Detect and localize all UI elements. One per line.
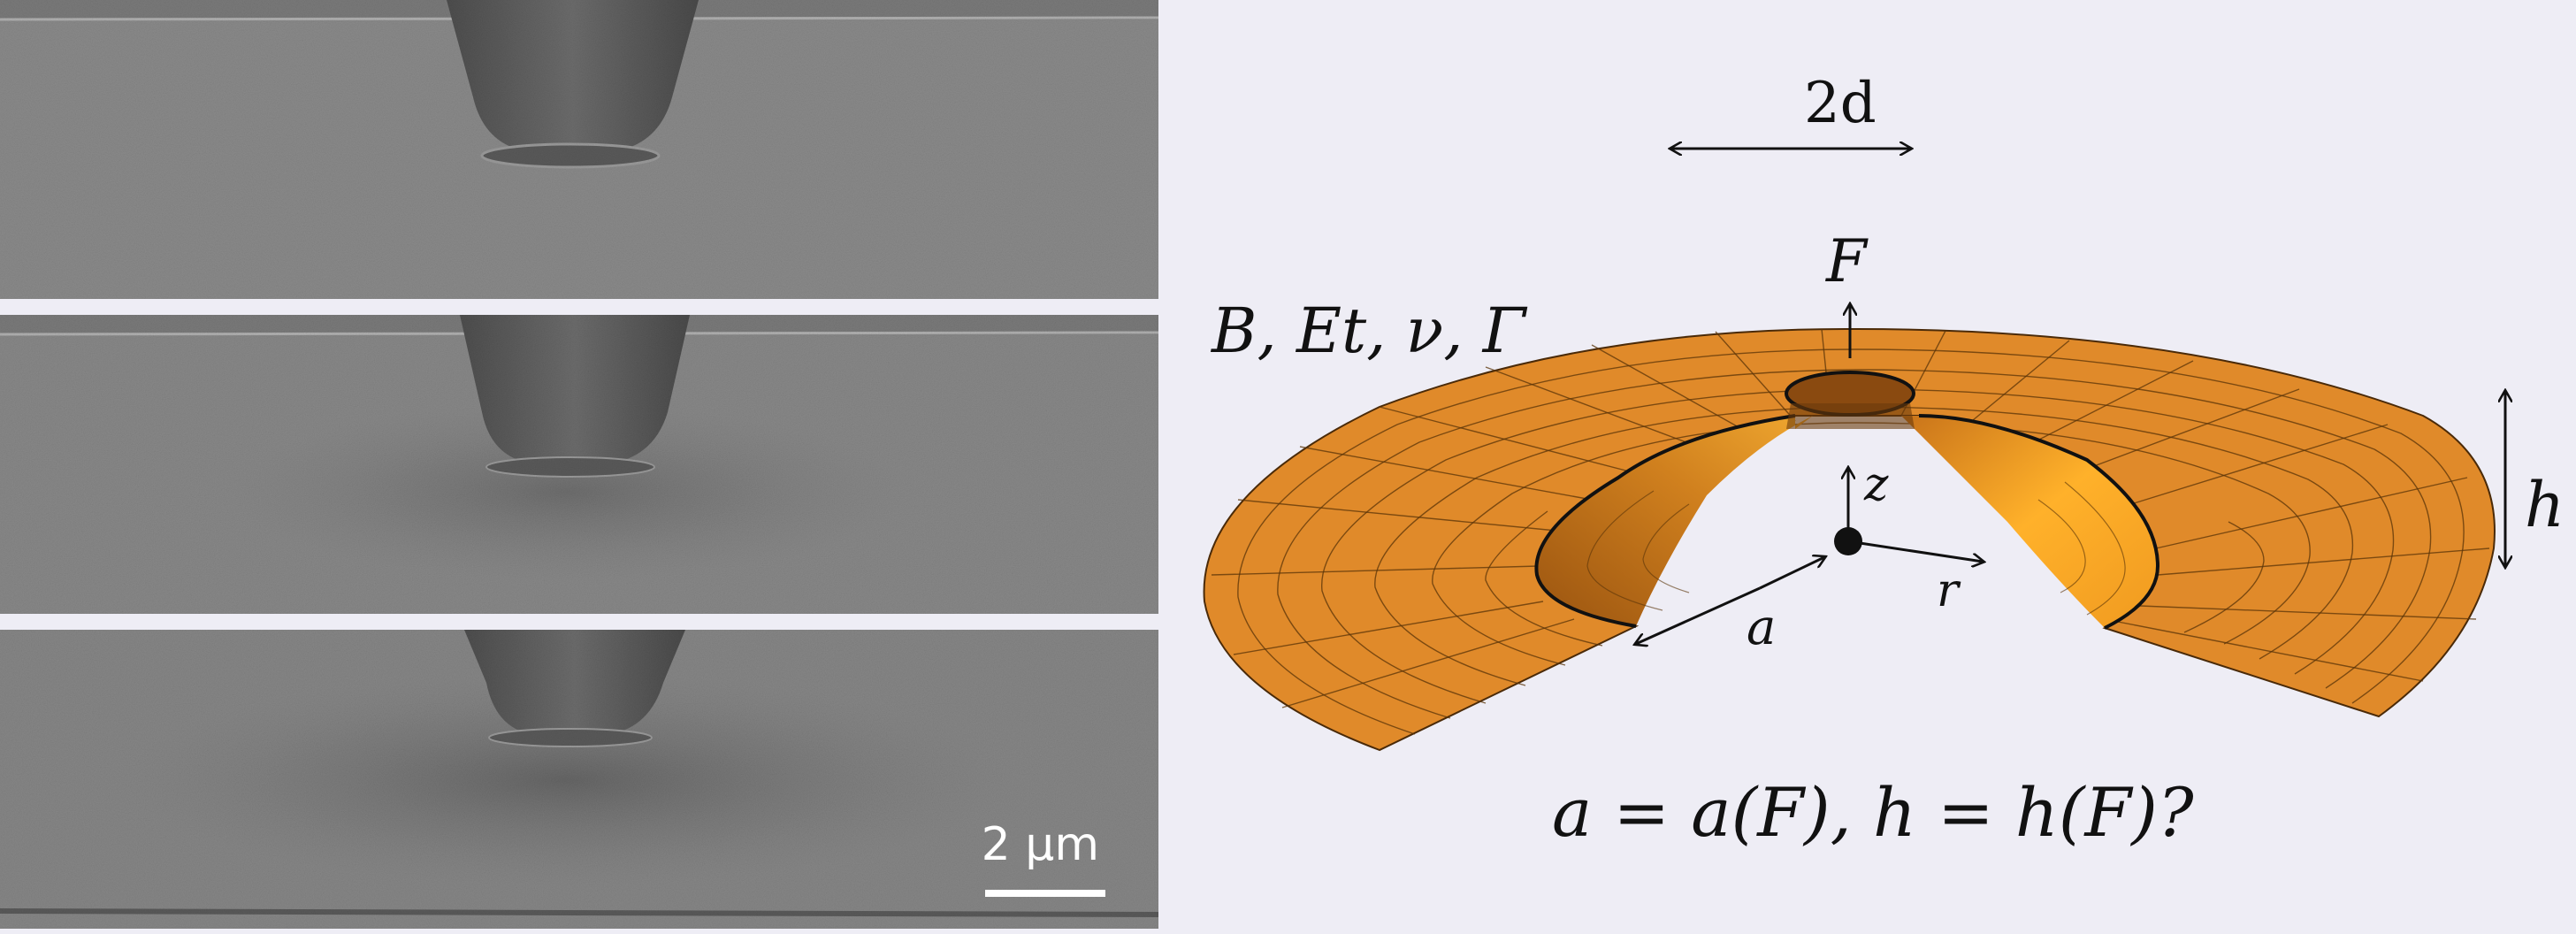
sem-image-middle: [0, 315, 1158, 614]
scale-bar: [985, 890, 1105, 897]
a-label: a: [1747, 599, 1776, 656]
indentation-schematic: F 2d B, Et, ν, Γ h z r a a = a(F), h = h…: [1203, 71, 2565, 852]
a-radius-arrow: [1636, 586, 1761, 644]
scale-bar-label: 2 µm: [981, 818, 1099, 871]
force-label: F: [1825, 227, 1869, 295]
r-label: r: [1937, 564, 1961, 617]
sem-image-top: [0, 0, 1158, 299]
cone-left-surface: [1536, 416, 1813, 626]
z-label: z: [1863, 458, 1889, 511]
params-label: B, Et, ν, Γ: [1210, 295, 1528, 367]
question-label: a = a(F), h = h(F)?: [1552, 773, 2195, 852]
height-label: h: [2525, 469, 2565, 541]
sem-image-bottom: 2 µm: [0, 630, 1158, 929]
width-label: 2d: [1804, 71, 1877, 136]
r-axis-arrow: [1847, 540, 1983, 562]
origin-point: [1834, 527, 1862, 555]
cone-right-surface: [1901, 416, 2158, 628]
